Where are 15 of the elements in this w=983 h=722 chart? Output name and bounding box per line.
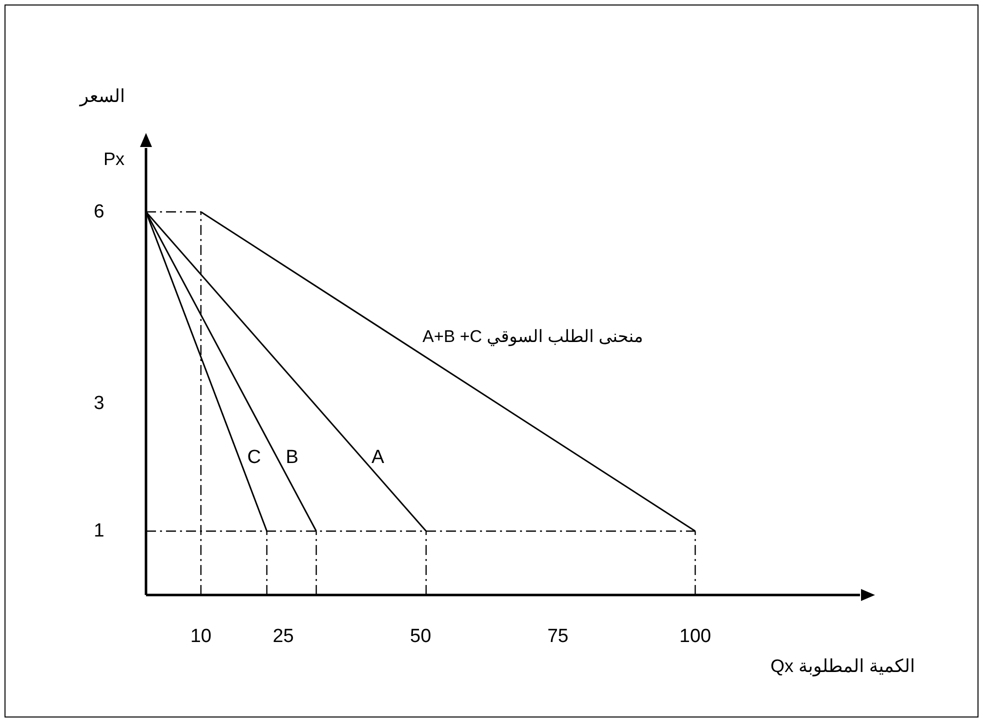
y-tick-label: 3 [94, 392, 104, 414]
x-tick-label: 10 [190, 626, 212, 647]
text: Px [103, 149, 125, 169]
y-axis-title: السعر [78, 86, 125, 107]
series-label: C [247, 446, 261, 468]
series-label: B [286, 446, 298, 468]
series-label: منحنى الطلب السوقي A+B +C [422, 326, 644, 347]
x-tick-label: 100 [679, 626, 712, 647]
y-tick-label: 1 [94, 520, 104, 542]
x-tick-label: 50 [410, 626, 432, 647]
x-axis-title: الكمية المطلوبة Qx [770, 656, 915, 677]
x-tick-label: 25 [272, 626, 294, 647]
x-tick-label: 75 [547, 626, 568, 647]
series-label: A [371, 446, 384, 468]
y-tick-label: 6 [94, 201, 104, 222]
